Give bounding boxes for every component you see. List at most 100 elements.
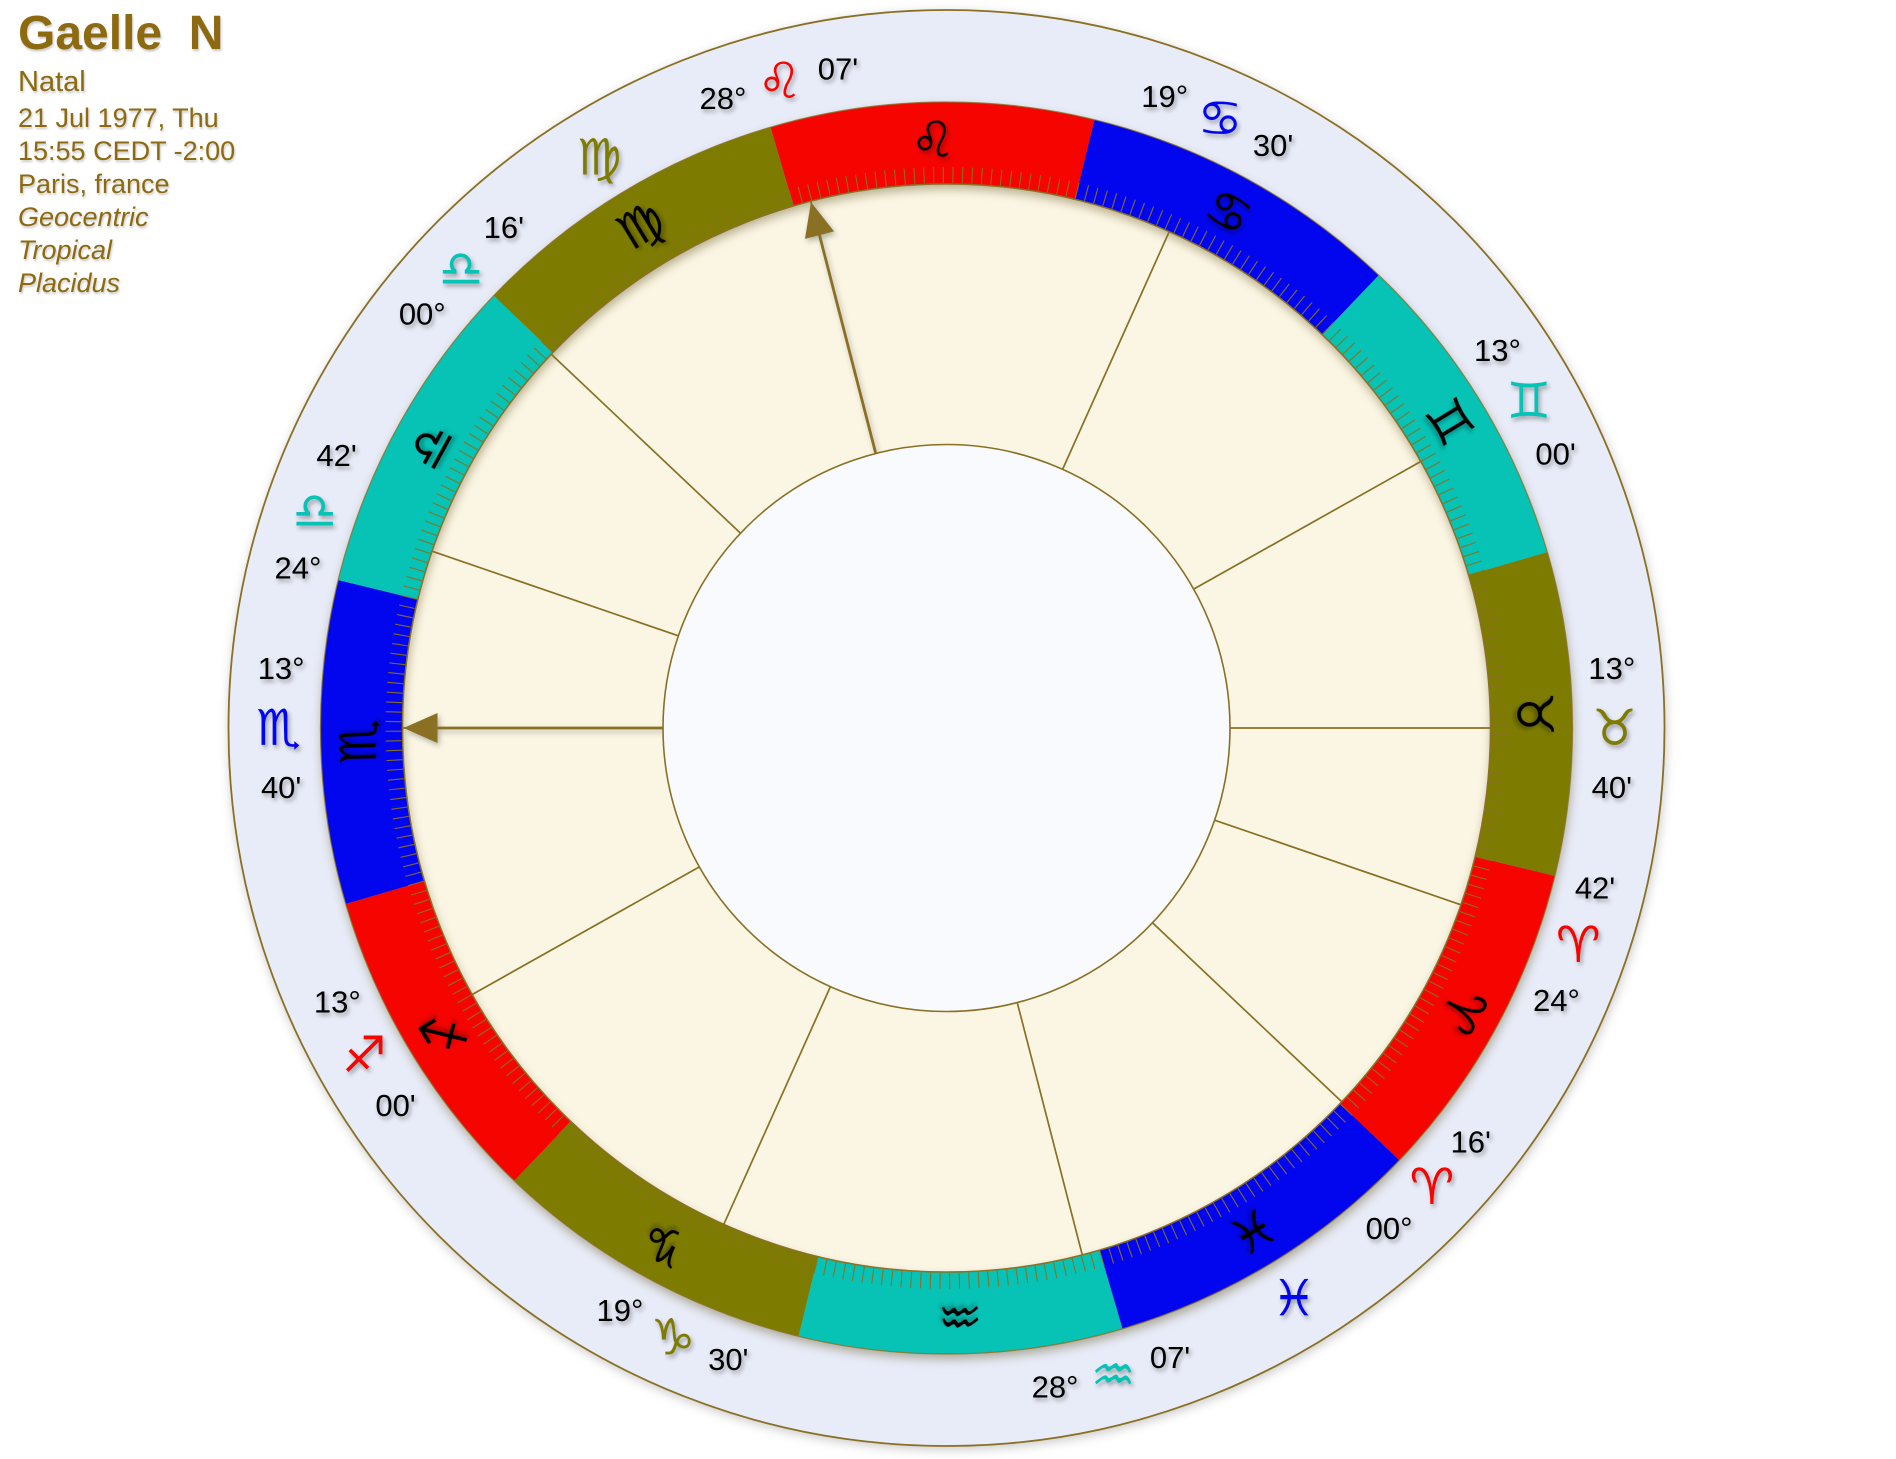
cusp-4-sign-glyph-aquarius: ♒ [1091,1346,1136,1404]
degree-tick [1474,588,1491,594]
degree-tick [573,1134,585,1148]
degree-tick [854,174,859,191]
chart-zodiac-type: Tropical [18,235,113,265]
degree-tick [391,642,408,647]
degree-tick [842,1263,847,1280]
degree-tick [472,1019,487,1029]
degree-tick [1099,1250,1105,1267]
degree-tick [410,889,427,896]
degree-tick [387,681,404,685]
degree-tick [598,287,609,301]
degree-tick [880,1269,884,1286]
cusp-3-degree-label: 19° [596,1293,643,1328]
degree-tick [538,1101,551,1114]
degree-tick [424,520,441,528]
degree-tick [826,179,831,196]
degree-tick [427,934,443,942]
degree-tick [418,538,434,546]
degree-tick [423,925,440,933]
degree-tick [1489,685,1506,688]
house-cusp-line-5 [1151,922,1343,1103]
cusp-5-minute-label: 16' [1451,1125,1491,1160]
degree-tick [595,1153,607,1167]
degree-tick [544,1108,558,1121]
degree-tick [396,614,413,619]
degree-tick [1453,523,1470,531]
degree-tick [407,880,424,887]
degree-tick [531,1094,544,1107]
cusp-2-degree-label: 13° [314,985,361,1020]
cusp-4-minute-label: 07' [1150,1340,1190,1375]
cusp-12-sign-glyph-libra: ♎ [292,482,337,540]
degree-tick [1475,856,1492,862]
degree-tick [1187,1216,1196,1232]
cusp-2-sign-glyph-sagittarius: ♐ [342,1026,387,1084]
cusp-10-sign-glyph-leo: ♌ [757,52,802,110]
degree-tick [387,778,404,781]
degree-tick [1256,266,1267,281]
degree-tick [1207,235,1217,251]
degree-tick [1329,328,1342,341]
degree-tick [1342,342,1355,355]
degree-tick [775,1247,782,1263]
degree-tick [1156,210,1164,226]
degree-tick [1371,1068,1385,1079]
degree-tick [871,1268,875,1285]
degree-tick [864,172,869,189]
degree-tick [444,475,460,484]
degree-tick [1182,222,1190,238]
degree-tick [402,862,419,868]
degree-tick [711,1223,720,1239]
cusp-12-degree-label: 24° [275,550,322,585]
degree-tick [1459,910,1475,918]
sign-band-glyph-taurus: ♉ [1505,691,1564,737]
cusp-12-minute-label: 42' [316,438,356,473]
degree-tick [1322,321,1335,335]
degree-tick [1485,809,1502,814]
degree-tick [1425,461,1441,470]
degree-tick [757,1241,764,1257]
degree-tick [587,1147,600,1161]
degree-tick [431,943,447,951]
degree-tick [618,1170,630,1185]
cusp-8-degree-label: 13° [1474,333,1521,368]
degree-tick [1349,349,1362,362]
degree-tick [479,416,494,427]
degree-tick [996,1270,1000,1287]
degree-tick [1463,551,1480,558]
degree-tick [1117,1245,1124,1261]
cusp-3-sign-glyph-capricorn: ♑ [651,1308,696,1366]
degree-tick [1196,1211,1205,1227]
degree-tick [1315,315,1328,328]
degree-tick [1490,762,1507,765]
degree-tick [1286,289,1298,303]
chart-house-system: Placidus [18,268,121,298]
wheel-labels: ♈♉♊♋♌♍♎♏♐♑♒♓13°♏40'13°♐00'19° ♑ 30'28° ♒ 07'… [256,51,1637,1404]
degree-tick [760,198,767,214]
degree-tick [1190,226,1199,242]
degree-tick [1301,302,1313,315]
degree-tick [1232,250,1242,265]
degree-tick [1473,865,1490,871]
sign-segment-aries [1340,856,1555,1161]
degree-tick [1442,496,1458,504]
degree-tick [629,264,640,279]
degree-tick [1034,1265,1039,1282]
degree-tick [971,167,974,184]
cusp-11-minute-label: 16' [484,210,524,245]
degree-tick [900,1271,903,1288]
degree-tick [1489,675,1506,678]
degree-tick [1434,478,1450,487]
degree-tick [1037,174,1042,191]
degree-tick [788,189,794,206]
degree-tick [386,701,403,704]
degree-tick [1199,230,1208,246]
degree-tick [1486,800,1503,804]
degree-tick [1404,1021,1420,1032]
degree-tick [389,662,406,666]
degree-tick [561,319,573,332]
house-cusp-line-3 [723,986,832,1225]
degree-tick [1445,946,1461,954]
degree-tick [1056,178,1061,195]
degree-tick [1452,928,1469,936]
